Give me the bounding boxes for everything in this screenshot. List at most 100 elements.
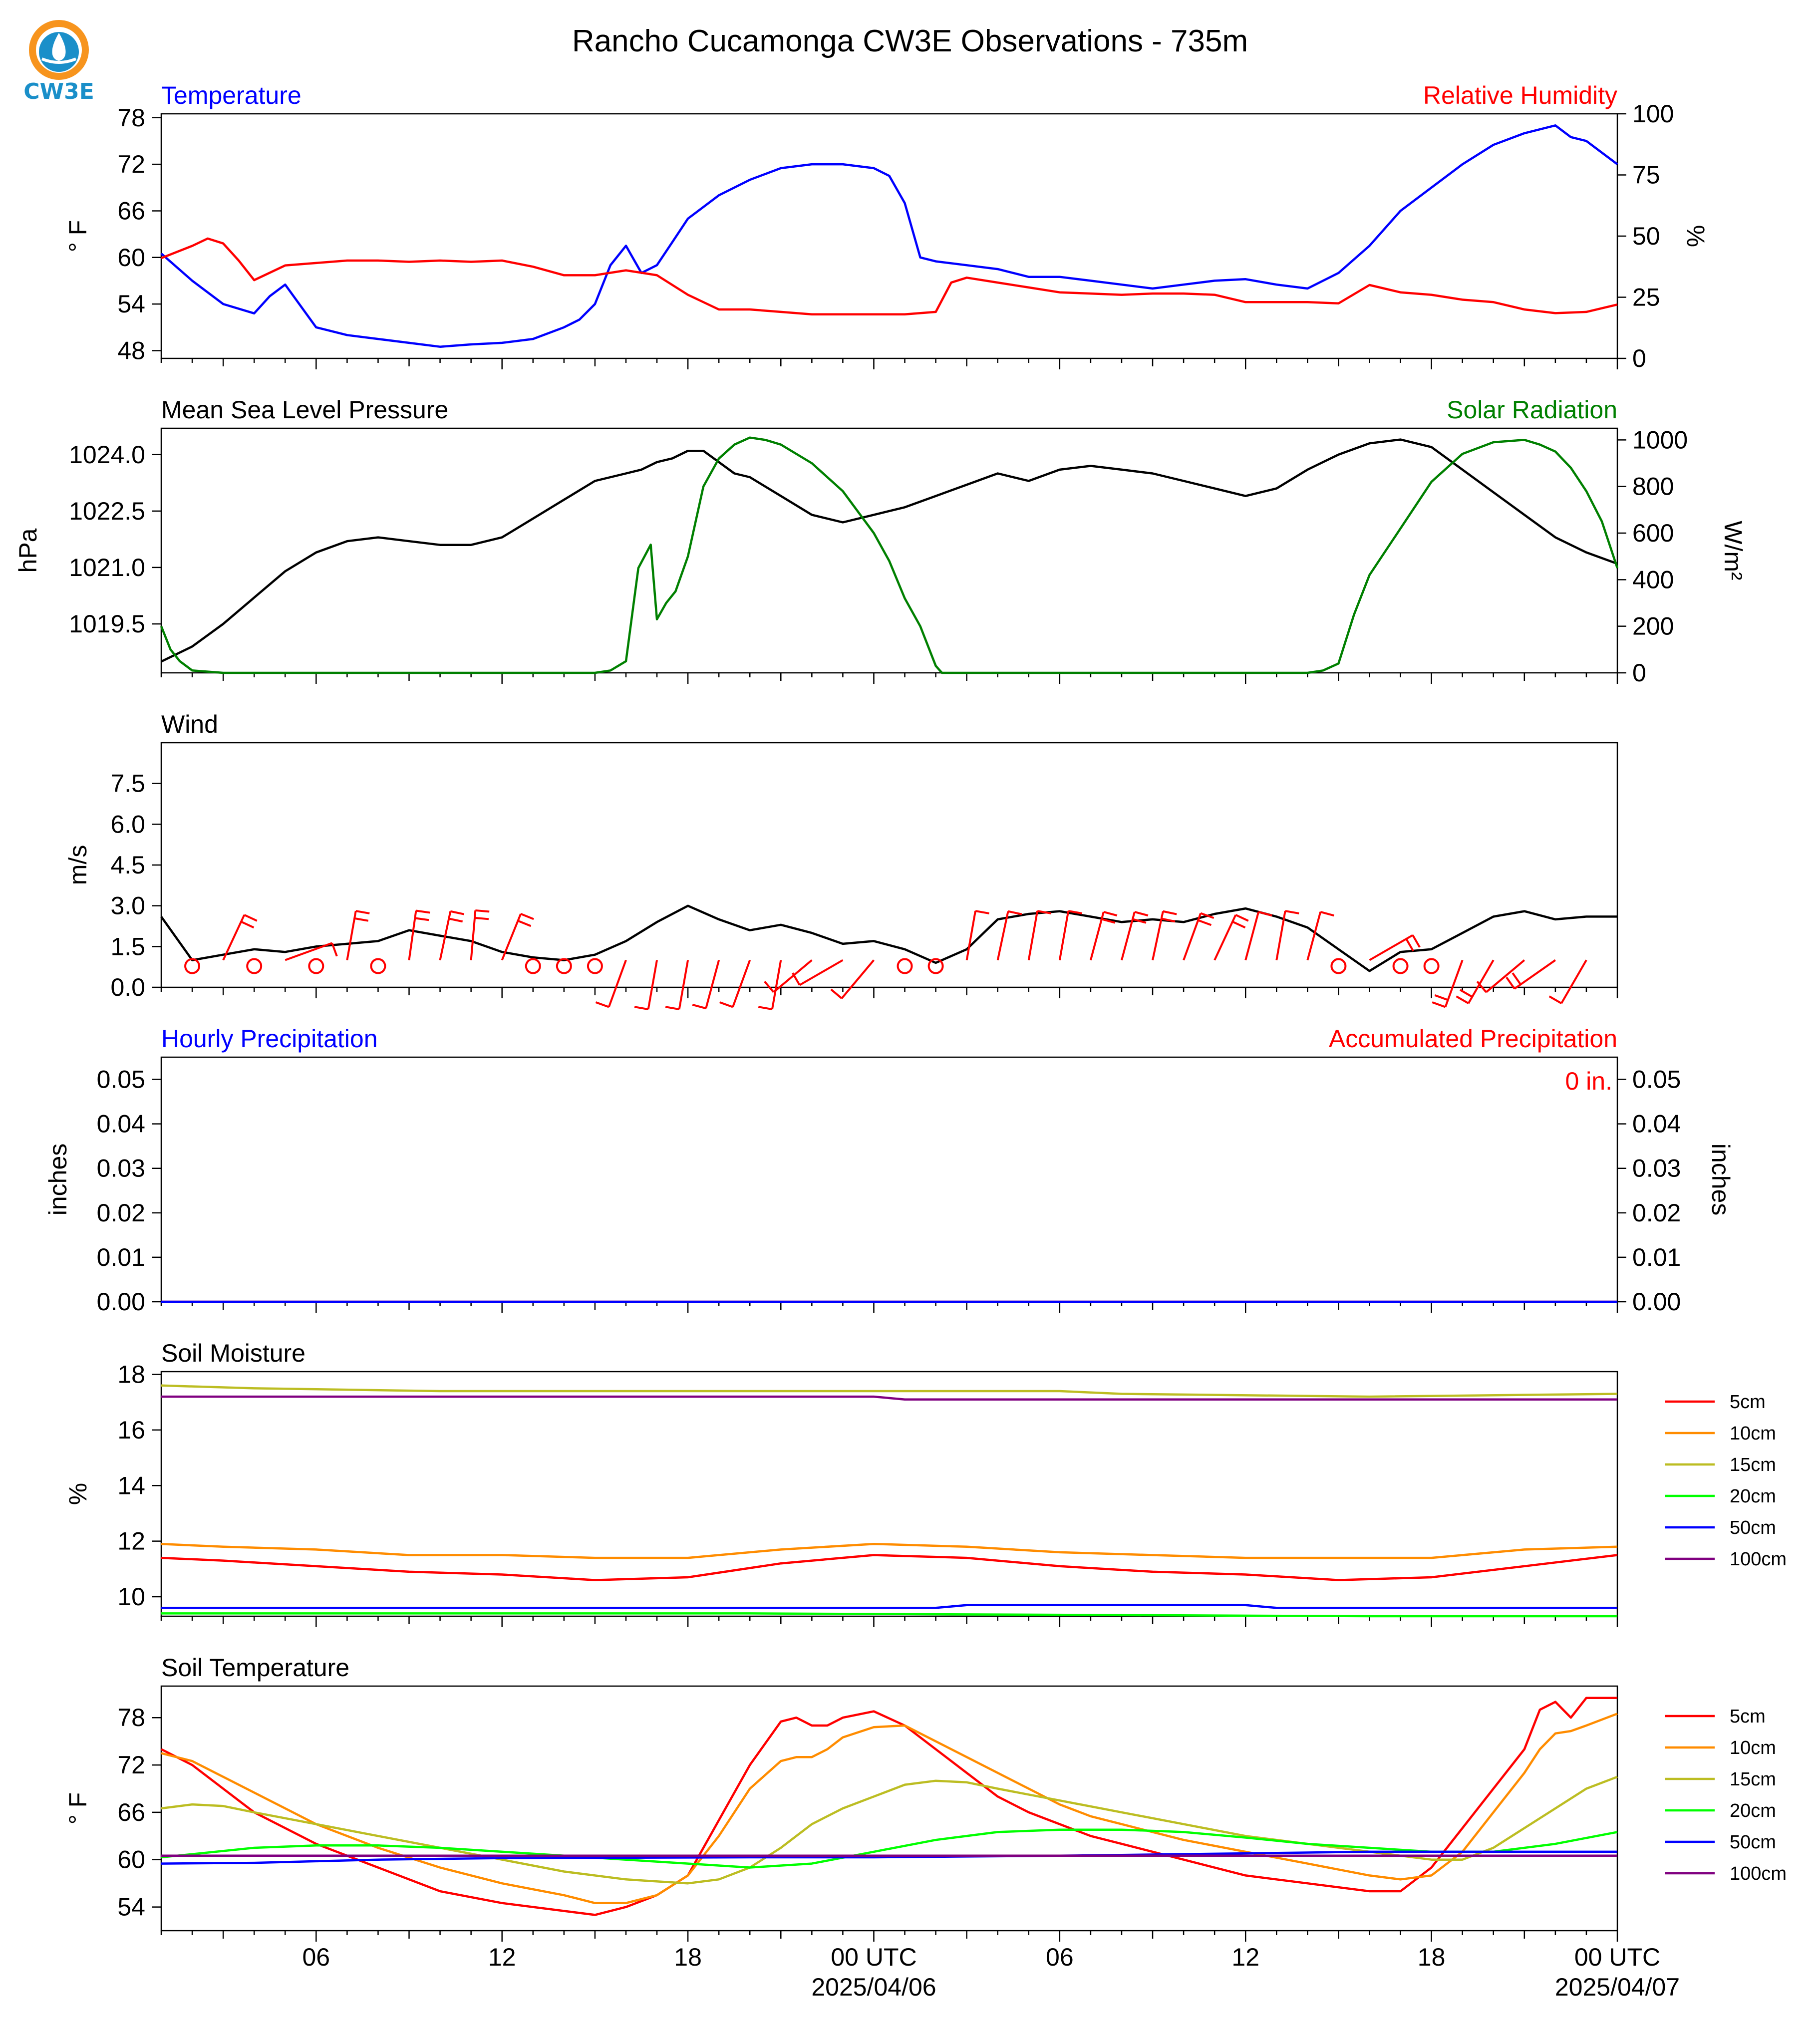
- y-tick-label: 48: [117, 336, 145, 364]
- series-line-15cm: [161, 1775, 1618, 1885]
- wind-barb-calm: [556, 958, 572, 974]
- panel-title-left: Wind: [161, 710, 218, 738]
- y2-tick-label: 800: [1632, 473, 1674, 501]
- wind-barb-shaft: [771, 960, 782, 1010]
- panel-title-left: Soil Temperature: [161, 1654, 349, 1682]
- wind-barb-calm: [1392, 958, 1409, 974]
- water-drop-icon: [52, 33, 66, 61]
- wind-barb-calm: [184, 958, 201, 974]
- panel-title-right: Solar Radiation: [1447, 396, 1617, 424]
- series-line-20cm: [161, 1612, 1617, 1618]
- wind-barb-flag: [764, 981, 775, 993]
- panel-pressure_solar: Mean Sea Level Pressure Solar Radiation 10…: [14, 396, 1747, 687]
- x-tick-label: 06: [1046, 1943, 1074, 1971]
- logo-text: CW3E: [23, 79, 94, 104]
- panel-temperature_rh: Temperature Relative Humidity 48 54 60 66 72 78…: [64, 81, 1710, 372]
- y-tick-label: 60: [117, 1846, 145, 1874]
- y-tick-label: 0.04: [97, 1110, 145, 1138]
- panel-soil_temperature: Soil Temperature 54 60 66 72 78 ° F 5cm 10cm 15cm…: [64, 1654, 1787, 1942]
- wind-barb-shaft: [965, 910, 976, 960]
- wind-barb-flag: [1412, 934, 1421, 948]
- wind-barb-flag: [354, 917, 369, 922]
- wind-barb-flag: [1161, 917, 1176, 923]
- y-tick-label: 6.0: [110, 810, 145, 838]
- y-tick-label: 72: [117, 150, 145, 178]
- y2-tick-label: 0.00: [1632, 1288, 1681, 1316]
- panel-title-left: Hourly Precipitation: [161, 1025, 378, 1053]
- wind-barb-calm: [897, 958, 913, 974]
- wind-barb-flag: [1101, 918, 1116, 924]
- y-tick-label: 0.02: [97, 1199, 145, 1227]
- y-tick-label: 0.00: [97, 1288, 145, 1316]
- panels: Temperature Relative Humidity 48 54 60 66 72 78…: [14, 81, 1787, 2001]
- wind-barb-shaft: [1485, 959, 1525, 993]
- x-tick-label: 00 UTC: [1574, 1943, 1660, 1971]
- y2-tick-label: 50: [1632, 222, 1660, 250]
- plot-frame: [160, 427, 1618, 674]
- wind-barb-calm: [246, 958, 263, 974]
- panel-soil_moisture: Soil Moisture1012141618%5cm10cm15cm20cm5…: [64, 1339, 1787, 1627]
- y-tick-label: 14: [117, 1471, 145, 1499]
- accumulated-precip-label: 0 in.: [1565, 1067, 1612, 1095]
- wind-barb-shaft: [1089, 911, 1105, 961]
- wind-barb-flag: [1258, 911, 1272, 917]
- wind-barb-flag: [1103, 911, 1118, 917]
- wind-barb-shaft: [1244, 911, 1260, 961]
- series-line-100cm: [161, 1395, 1617, 1401]
- wind-barb-shaft: [408, 910, 417, 960]
- panel-title-right: Accumulated Precipitation: [1329, 1025, 1617, 1053]
- wind-barb-flag: [1068, 910, 1083, 914]
- y-tick-label: 18: [117, 1361, 145, 1389]
- y-tick-label: 60: [117, 244, 145, 272]
- y-tick-label: 0.05: [97, 1066, 145, 1094]
- y-tick-label: 12: [117, 1527, 145, 1555]
- series-line-20cm: [161, 1828, 1618, 1869]
- wind-barb-calm: [1330, 958, 1347, 974]
- series-line-0: [160, 124, 1618, 348]
- wind-barb-flag: [665, 1006, 680, 1011]
- wind-barb-shaft: [1560, 959, 1587, 1004]
- x-tick-date-label: 2025/04/07: [1555, 1973, 1680, 2001]
- y2-tick-label: 75: [1632, 161, 1660, 189]
- series-line-50cm: [161, 1604, 1617, 1609]
- wind-barb-flag: [355, 910, 370, 914]
- wind-barb-flag: [792, 972, 801, 986]
- x-tick-label: 00 UTC: [831, 1943, 916, 1971]
- wind-barb-flag: [1134, 911, 1149, 917]
- wind-barb-flag: [1506, 976, 1516, 990]
- legend-label-15cm: 15cm: [1730, 1769, 1776, 1790]
- wind-barb-flag: [474, 916, 489, 920]
- x-tick-label: 12: [1231, 1943, 1259, 1971]
- wind-barb-shaft: [773, 959, 813, 993]
- y2-tick-label: 0: [1632, 659, 1646, 687]
- y2-tick-label: 100: [1632, 100, 1674, 128]
- legend-label-50cm: 50cm: [1730, 1832, 1776, 1853]
- y-tick-label: 78: [117, 1704, 145, 1732]
- series-line-0: [161, 438, 1618, 663]
- wind-barb-calm: [525, 958, 541, 974]
- series-line-1: [160, 436, 1619, 674]
- y-axis-label: %: [64, 1483, 92, 1505]
- legend-label-100cm: 100cm: [1730, 1549, 1787, 1570]
- wind-barb-flag: [595, 1001, 609, 1008]
- wind-barb-flag: [1476, 981, 1487, 993]
- wind-barb-flag: [1200, 912, 1214, 919]
- y2-tick-label: 1000: [1632, 426, 1688, 454]
- legend: 5cm 10cm 15cm 20cm 50cm 100cm: [1665, 1392, 1787, 1570]
- wind-barb-flag: [331, 942, 338, 957]
- y2-tick-label: 0.04: [1632, 1110, 1681, 1138]
- y2-tick-label: 0.02: [1632, 1199, 1681, 1227]
- y-tick-label: 1022.5: [69, 497, 145, 525]
- y-tick-label: 72: [117, 1751, 145, 1779]
- y2-axis-label: %: [1682, 225, 1710, 247]
- figure-title: Rancho Cucamonga CW3E Observations - 735…: [572, 24, 1248, 58]
- wind-barb-shaft: [1369, 934, 1414, 961]
- wind-barb-flag: [416, 909, 430, 914]
- wind-barb-calm: [308, 958, 324, 974]
- y-tick-label: 1.5: [110, 932, 145, 960]
- wind-barb-shaft: [607, 959, 627, 1008]
- wind-barb-flag: [719, 1001, 733, 1008]
- legend-label-20cm: 20cm: [1730, 1800, 1776, 1821]
